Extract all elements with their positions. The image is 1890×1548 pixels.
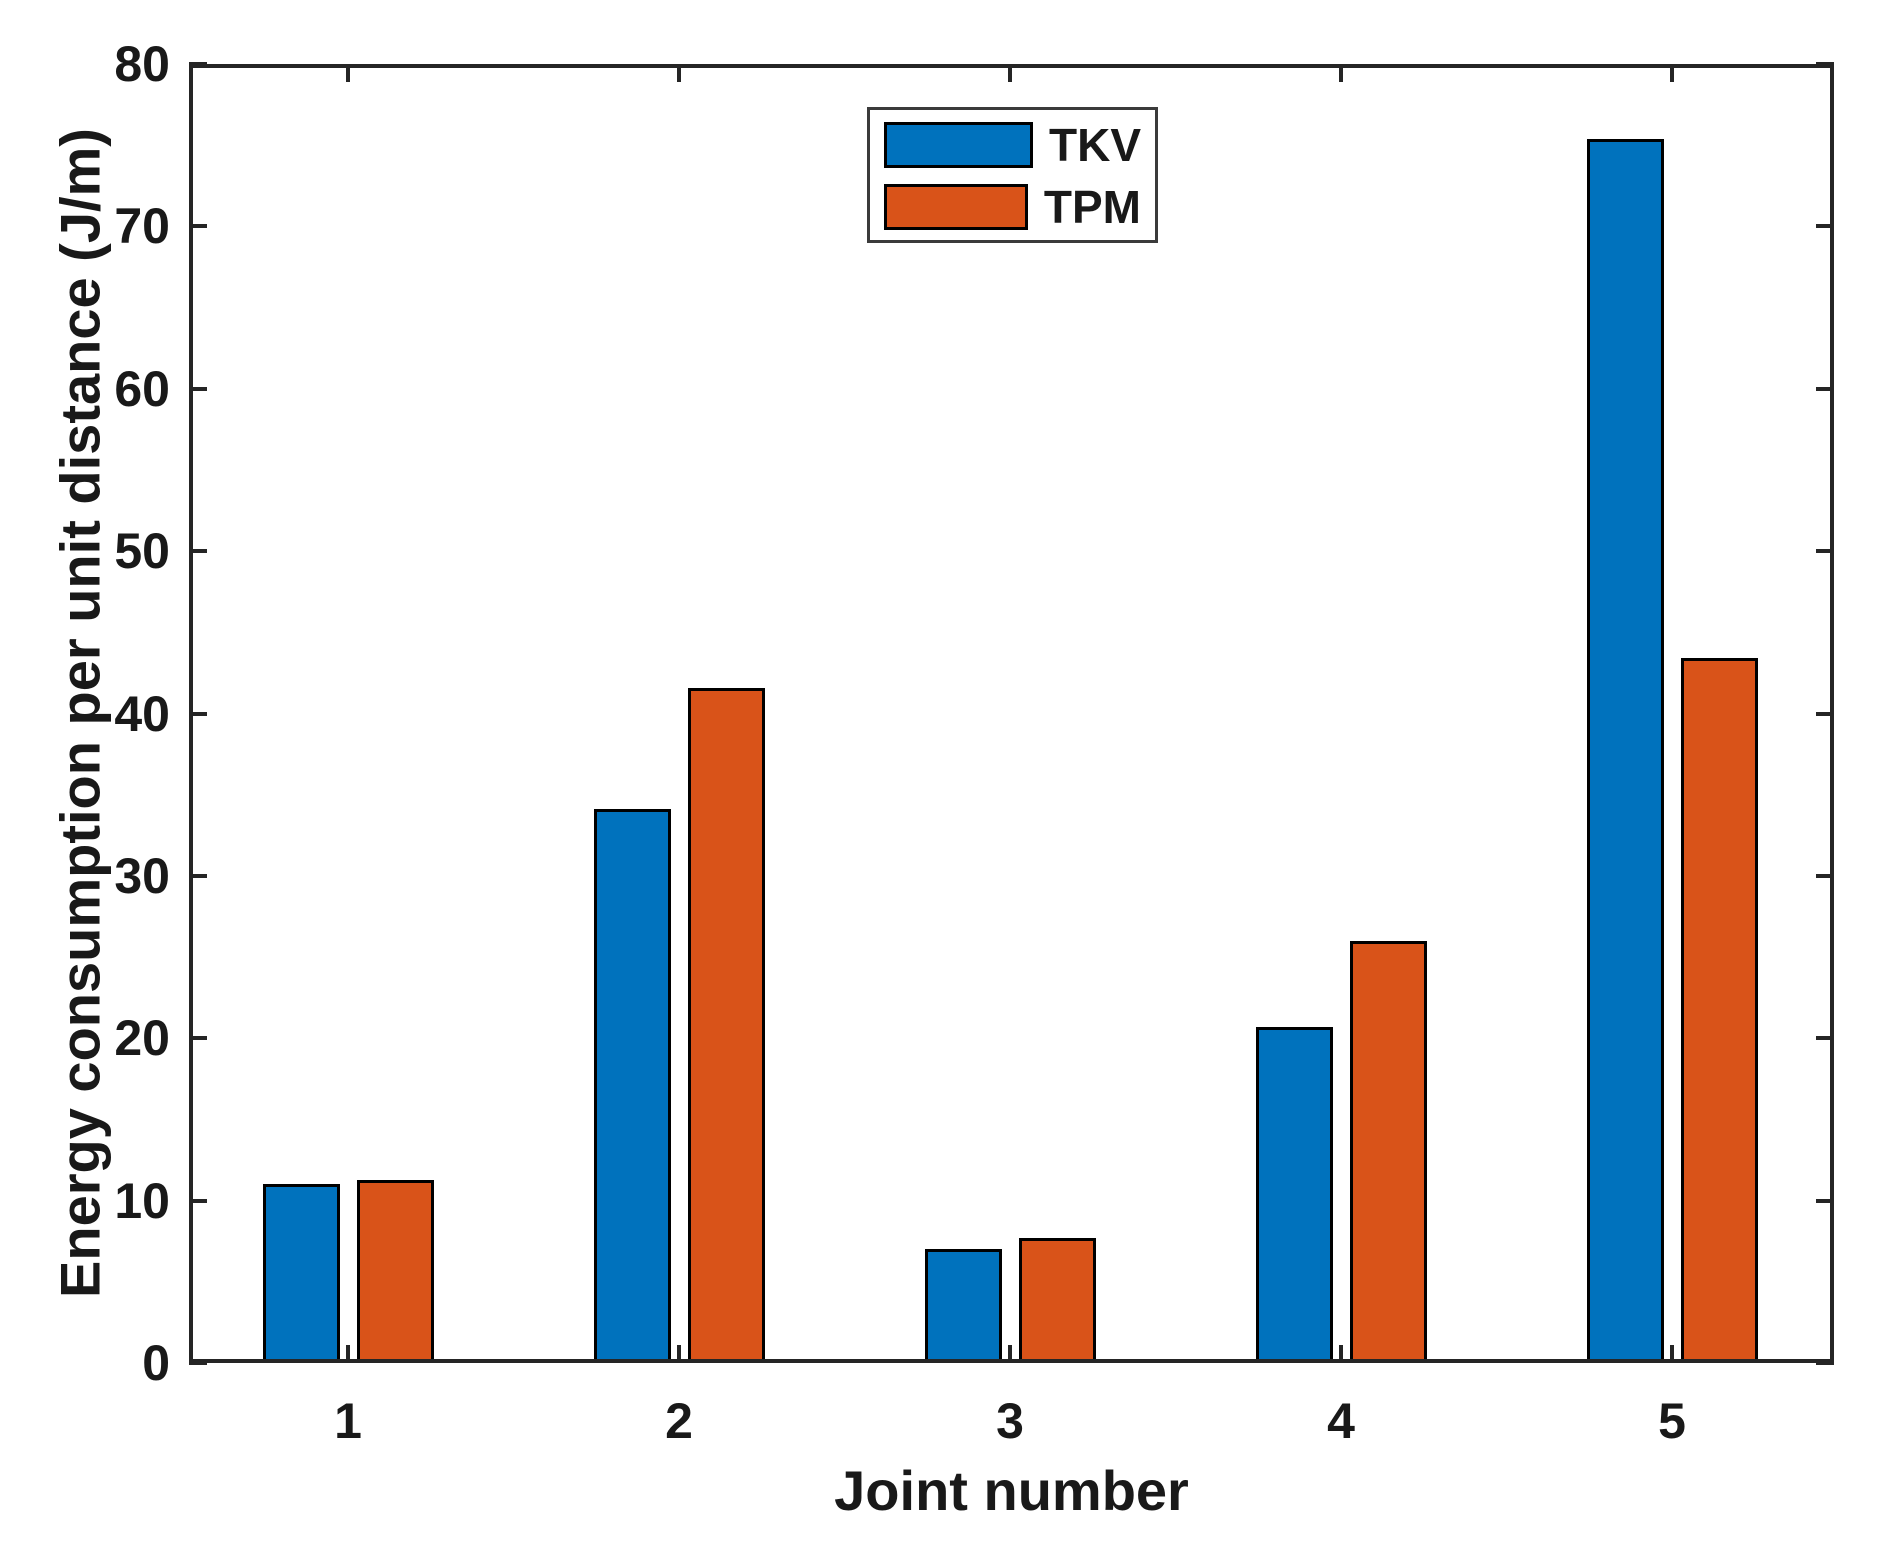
- x-tick-top-3: [1008, 64, 1012, 82]
- y-tick-left-30: [189, 873, 207, 878]
- y-tick-left-40: [189, 711, 207, 716]
- y-tick-label-60: 60: [114, 360, 170, 417]
- bar-tkv-joint-5: [1587, 139, 1664, 1363]
- y-tick-right-0: [1816, 1361, 1834, 1365]
- y-tick-label-80: 80: [114, 36, 170, 92]
- x-tick-label-2: 2: [665, 1393, 693, 1449]
- legend-label-tpm: TPM: [1043, 181, 1141, 233]
- legend-swatch-tpm: [884, 184, 1028, 230]
- x-tick-top-2: [677, 64, 681, 82]
- x-tick-bottom-4: [1339, 1345, 1343, 1363]
- y-tick-label-20: 20: [114, 1010, 170, 1067]
- x-tick-bottom-3: [1008, 1345, 1012, 1363]
- y-tick-right-70: [1816, 224, 1834, 229]
- legend-label-tkv: TKV: [1049, 119, 1141, 171]
- y-tick-left-60: [189, 386, 207, 391]
- y-tick-right-50: [1816, 549, 1834, 554]
- bar-tkv-joint-3: [925, 1249, 1002, 1363]
- legend-swatch-tkv: [884, 122, 1033, 168]
- y-tick-right-10: [1816, 1198, 1834, 1203]
- y-tick-right-80: [1816, 62, 1834, 66]
- y-tick-label-10: 10: [114, 1172, 170, 1229]
- legend-item-tkv: TKV: [884, 122, 1141, 168]
- y-tick-right-60: [1816, 386, 1834, 391]
- y-tick-right-40: [1816, 711, 1834, 716]
- x-tick-bottom-5: [1670, 1345, 1674, 1363]
- bar-tkv-joint-1: [263, 1184, 340, 1363]
- bar-tpm-joint-3: [1019, 1238, 1096, 1363]
- bar-tkv-joint-4: [1256, 1027, 1333, 1363]
- bar-tpm-joint-5: [1681, 658, 1758, 1363]
- x-tick-top-1: [346, 64, 350, 82]
- x-tick-label-4: 4: [1327, 1393, 1355, 1449]
- y-tick-left-0: [189, 1361, 207, 1365]
- y-tick-left-70: [189, 224, 207, 229]
- legend: TKV TPM: [867, 107, 1158, 243]
- y-tick-right-30: [1816, 873, 1834, 878]
- y-tick-label-0: 0: [142, 1335, 170, 1391]
- bar-tkv-joint-2: [594, 809, 671, 1363]
- x-tick-top-5: [1670, 64, 1674, 82]
- y-tick-label-30: 30: [114, 847, 170, 904]
- y-tick-left-50: [189, 549, 207, 554]
- x-tick-label-1: 1: [334, 1393, 362, 1449]
- y-tick-left-20: [189, 1036, 207, 1041]
- x-tick-label-3: 3: [996, 1393, 1024, 1449]
- y-tick-label-50: 50: [114, 523, 170, 580]
- x-tick-top-4: [1339, 64, 1343, 82]
- y-tick-left-80: [189, 62, 207, 66]
- x-tick-label-5: 5: [1658, 1393, 1686, 1449]
- plot-area: [189, 62, 1834, 1365]
- bar-tpm-joint-2: [688, 688, 765, 1363]
- y-tick-right-20: [1816, 1036, 1834, 1041]
- y-tick-label-70: 70: [114, 198, 170, 255]
- y-tick-left-10: [189, 1198, 207, 1203]
- legend-item-tpm: TPM: [884, 184, 1141, 230]
- bar-tpm-joint-1: [357, 1180, 434, 1363]
- x-tick-bottom-2: [677, 1345, 681, 1363]
- bar-tpm-joint-4: [1350, 941, 1427, 1363]
- x-tick-bottom-1: [346, 1345, 350, 1363]
- y-tick-label-40: 40: [114, 685, 170, 742]
- x-axis-title: Joint number: [834, 1459, 1189, 1522]
